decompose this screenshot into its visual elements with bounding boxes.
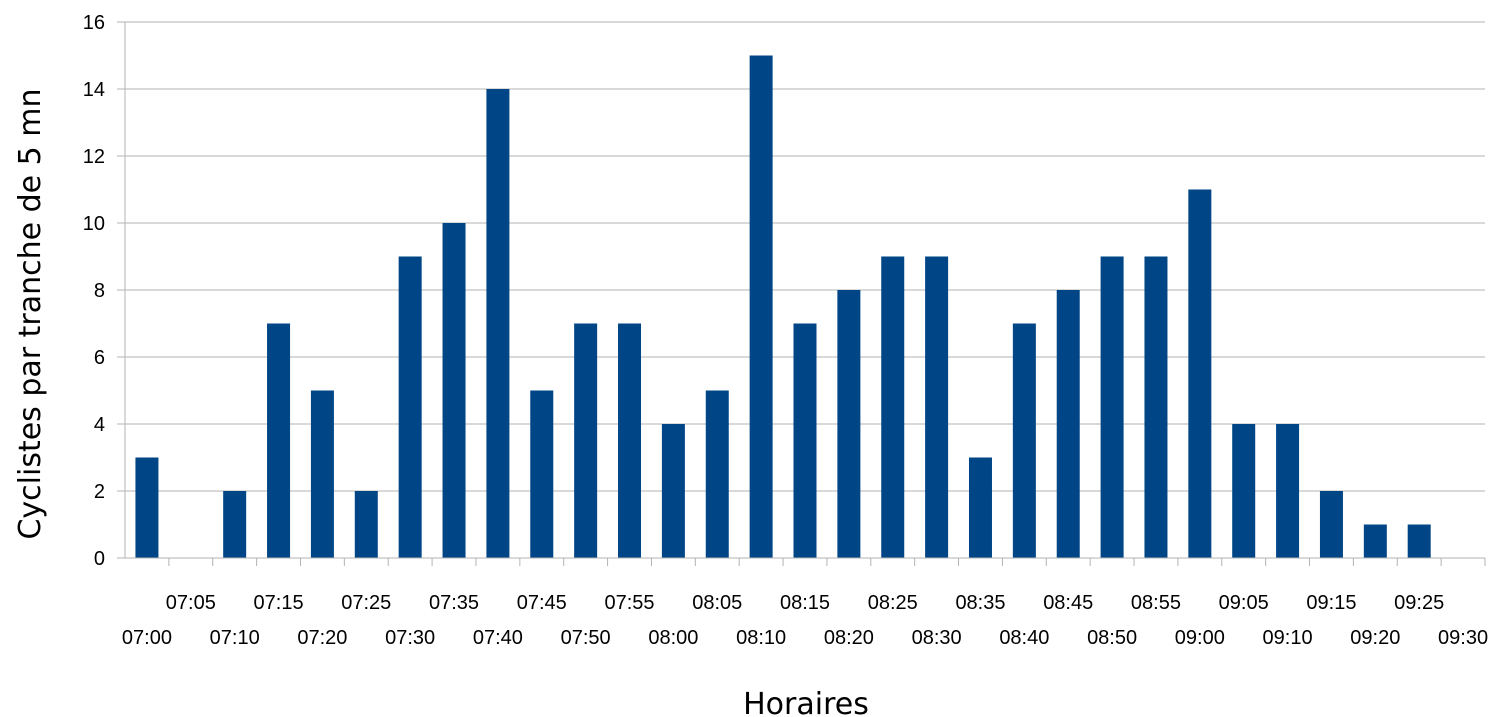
bar-0830 bbox=[925, 256, 949, 558]
bar-0845 bbox=[1056, 290, 1080, 558]
x-tick-label: 08:45 bbox=[1043, 592, 1093, 614]
bar-0755 bbox=[618, 323, 642, 558]
bar-0715 bbox=[267, 323, 291, 558]
x-tick-label: 07:15 bbox=[254, 592, 304, 614]
bar-0700 bbox=[135, 457, 159, 558]
x-tick-label: 07:55 bbox=[604, 592, 654, 614]
bar-0740 bbox=[486, 89, 510, 558]
x-tick-labels: 07:00 07:05 07:10 07:15 07:20 07:25 07:30 07:35… bbox=[122, 592, 1488, 649]
bar-0800 bbox=[661, 424, 685, 558]
x-tick-label: 07:00 bbox=[122, 627, 172, 649]
y-tick-label: 4 bbox=[94, 414, 105, 436]
y-tick-label: 2 bbox=[94, 481, 105, 503]
bar-0735 bbox=[442, 223, 466, 558]
x-tick-label: 07:35 bbox=[429, 592, 479, 614]
x-tick-label: 09:25 bbox=[1394, 592, 1444, 614]
bar-0850 bbox=[1100, 256, 1124, 558]
bar-0840 bbox=[1012, 323, 1036, 558]
x-tick-label: 09:05 bbox=[1219, 592, 1269, 614]
x-tick-label: 07:05 bbox=[166, 592, 216, 614]
x-tick-label: 08:30 bbox=[912, 627, 962, 649]
x-tick-label: 07:10 bbox=[210, 627, 260, 649]
x-tick-label: 07:40 bbox=[473, 627, 523, 649]
y-tick-labels: 0 2 4 6 8 10 12 14 16 bbox=[83, 12, 105, 570]
x-tick-label: 07:45 bbox=[517, 592, 567, 614]
y-tick-label: 12 bbox=[83, 146, 105, 168]
bars bbox=[135, 55, 1431, 558]
bar-0910 bbox=[1276, 424, 1300, 558]
x-tick-label: 09:10 bbox=[1263, 627, 1313, 649]
bar-0915 bbox=[1319, 491, 1343, 558]
bar-0710 bbox=[223, 491, 247, 558]
x-tick-label: 09:15 bbox=[1306, 592, 1356, 614]
y-tick-label: 0 bbox=[94, 548, 105, 570]
x-tick-label: 08:25 bbox=[868, 592, 918, 614]
x-axis-title: Horaires bbox=[743, 687, 869, 717]
bar-0925 bbox=[1407, 524, 1431, 558]
bar-0815 bbox=[793, 323, 817, 558]
bar-0720 bbox=[310, 390, 334, 558]
bar-0920 bbox=[1363, 524, 1387, 558]
x-tick-label: 08:35 bbox=[955, 592, 1005, 614]
x-tick-label: 07:30 bbox=[385, 627, 435, 649]
x-tick-label: 08:55 bbox=[1131, 592, 1181, 614]
x-tick-label: 08:10 bbox=[736, 627, 786, 649]
bar-0900 bbox=[1188, 189, 1212, 558]
x-tick-label: 08:20 bbox=[824, 627, 874, 649]
bar-0820 bbox=[837, 290, 861, 558]
bar-0855 bbox=[1144, 256, 1168, 558]
x-tick-label: 08:40 bbox=[999, 627, 1049, 649]
y-axis-title: Cyclistes par tranche de 5 mn bbox=[13, 88, 48, 539]
bar-0730 bbox=[398, 256, 422, 558]
y-tick-label: 10 bbox=[83, 213, 105, 235]
x-tick-label: 08:15 bbox=[780, 592, 830, 614]
x-tick-label: 08:05 bbox=[692, 592, 742, 614]
y-tick-label: 6 bbox=[94, 347, 105, 369]
bar-0810 bbox=[749, 55, 773, 558]
bar-0825 bbox=[881, 256, 905, 558]
y-tick-label: 16 bbox=[83, 12, 105, 34]
axes bbox=[117, 21, 1486, 566]
x-tick-label: 07:50 bbox=[561, 627, 611, 649]
bar-0905 bbox=[1232, 424, 1256, 558]
bar-0805 bbox=[705, 390, 729, 558]
bar-0750 bbox=[574, 323, 598, 558]
x-tick-label: 07:20 bbox=[297, 627, 347, 649]
x-tick-label: 08:00 bbox=[648, 627, 698, 649]
x-tick-label: 09:30 bbox=[1438, 627, 1488, 649]
bar-0725 bbox=[354, 491, 378, 558]
x-tick-label: 09:20 bbox=[1350, 627, 1400, 649]
bar-0745 bbox=[530, 390, 554, 558]
bar-0835 bbox=[968, 457, 992, 558]
y-tick-label: 14 bbox=[83, 79, 105, 101]
x-tick-label: 09:00 bbox=[1175, 627, 1225, 649]
y-tick-label: 8 bbox=[94, 280, 105, 302]
x-tick-label: 08:50 bbox=[1087, 627, 1137, 649]
x-tick-label: 07:25 bbox=[341, 592, 391, 614]
